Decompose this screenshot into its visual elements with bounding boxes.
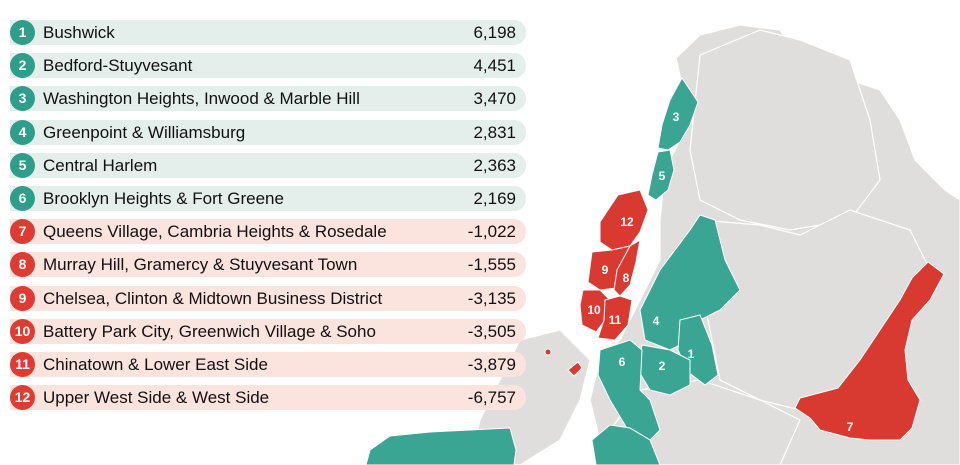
district-11-area xyxy=(597,295,633,341)
district-ranking-list: 1 Bushwick 6,198 2 Bedford-Stuyvesant 4,451 3 W… xyxy=(10,20,526,418)
staten-island-area xyxy=(365,427,517,465)
rank-badge: 9 xyxy=(10,285,35,311)
district-name: Washington Heights, Inwood & Marble Hill xyxy=(43,89,360,109)
map-label-8: 8 xyxy=(623,271,630,285)
rank-badge: 11 xyxy=(10,351,35,377)
rank-badge: 10 xyxy=(10,318,35,344)
map-label-11: 11 xyxy=(609,313,622,327)
population-change-value: 2,831 xyxy=(473,122,516,142)
rank-badge: 3 xyxy=(10,86,35,112)
district-name: Bedford-Stuyvesant xyxy=(43,56,193,76)
map-label-5: 5 xyxy=(659,169,666,183)
map-label-9: 9 xyxy=(602,263,609,277)
district-name: Queens Village, Cambria Heights & Roseda… xyxy=(43,222,387,242)
rank-badge: 8 xyxy=(10,252,35,278)
district-7-area xyxy=(794,261,945,441)
population-change-value: 2,169 xyxy=(473,188,516,208)
district-6-area xyxy=(597,339,661,451)
ranking-row: 12 Upper West Side & West Side -6,757 xyxy=(10,385,526,411)
map-label-3: 3 xyxy=(673,110,680,124)
district-8-area xyxy=(613,239,641,297)
ranking-row: 3 Washington Heights, Inwood & Marble Hil… xyxy=(10,86,526,112)
district-name: Central Harlem xyxy=(43,155,158,175)
population-change-value: -3,879 xyxy=(467,354,516,374)
ranking-row: 9 Chelsea, Clinton & Midtown Business Dis… xyxy=(10,285,526,311)
district-name: Battery Park City, Greenwich Village & S… xyxy=(43,321,376,341)
rank-badge: 1 xyxy=(10,20,35,45)
ranking-row: 1 Bushwick 6,198 xyxy=(10,20,526,45)
district-5-area xyxy=(647,149,675,201)
district-name: Murray Hill, Gramercy & Stuyvesant Town xyxy=(43,255,358,275)
ranking-row: 8 Murray Hill, Gramercy & Stuyvesant Town… xyxy=(10,252,526,278)
ranking-row: 2 Bedford-Stuyvesant 4,451 xyxy=(10,53,526,79)
district-name: Brooklyn Heights & Fort Greene xyxy=(43,188,284,208)
population-change-value: -3,505 xyxy=(467,321,516,341)
district-name: Greenpoint & Williamsburg xyxy=(43,122,246,142)
population-change-value: 3,470 xyxy=(473,89,516,109)
map-label-12: 12 xyxy=(620,215,634,229)
rank-badge: 5 xyxy=(10,152,35,178)
map-label-10: 10 xyxy=(587,303,601,317)
map-label-2: 2 xyxy=(659,359,666,373)
population-change-value: -3,135 xyxy=(467,288,516,308)
ranking-row: 10 Battery Park City, Greenwich Village &… xyxy=(10,318,526,344)
district-4-area xyxy=(639,214,741,351)
population-change-value: 4,451 xyxy=(473,56,516,76)
district-name: Chinatown & Lower East Side xyxy=(43,354,268,374)
population-change-value: -1,022 xyxy=(467,222,516,242)
rank-badge: 6 xyxy=(10,185,35,211)
ranking-row: 11 Chinatown & Lower East Side -3,879 xyxy=(10,351,526,377)
brooklyn-south-teal xyxy=(591,424,661,465)
land-mass-bronx xyxy=(689,29,881,231)
population-change-value: -1,555 xyxy=(467,255,516,275)
rank-badge: 7 xyxy=(10,219,35,245)
rank-badge: 12 xyxy=(10,385,35,411)
district-name: Upper West Side & West Side xyxy=(43,388,270,408)
population-change-value: 2,363 xyxy=(473,155,516,175)
district-10-area xyxy=(579,289,611,333)
ranking-row: 4 Greenpoint & Williamsburg 2,831 xyxy=(10,119,526,145)
population-change-value: -6,757 xyxy=(467,388,516,408)
district-name: Chelsea, Clinton & Midtown Business Dist… xyxy=(43,288,383,308)
district-name: Bushwick xyxy=(43,23,115,42)
rank-badge: 4 xyxy=(10,119,35,145)
rank-badge: 2 xyxy=(10,53,35,79)
map-label-4: 4 xyxy=(653,314,660,328)
ranking-row: 7 Queens Village, Cambria Heights & Rosed… xyxy=(10,219,526,245)
ranking-row: 5 Central Harlem 2,363 xyxy=(10,152,526,178)
map-label-6: 6 xyxy=(619,355,626,369)
population-change-value: 6,198 xyxy=(473,23,516,42)
district-3-area xyxy=(657,77,699,151)
map-label-7: 7 xyxy=(847,420,854,434)
map-label-1: 1 xyxy=(688,347,695,361)
ranking-row: 6 Brooklyn Heights & Fort Greene 2,169 xyxy=(10,185,526,211)
district-12-area xyxy=(599,189,649,251)
governors-island xyxy=(567,361,583,377)
liberty-island xyxy=(544,348,552,356)
